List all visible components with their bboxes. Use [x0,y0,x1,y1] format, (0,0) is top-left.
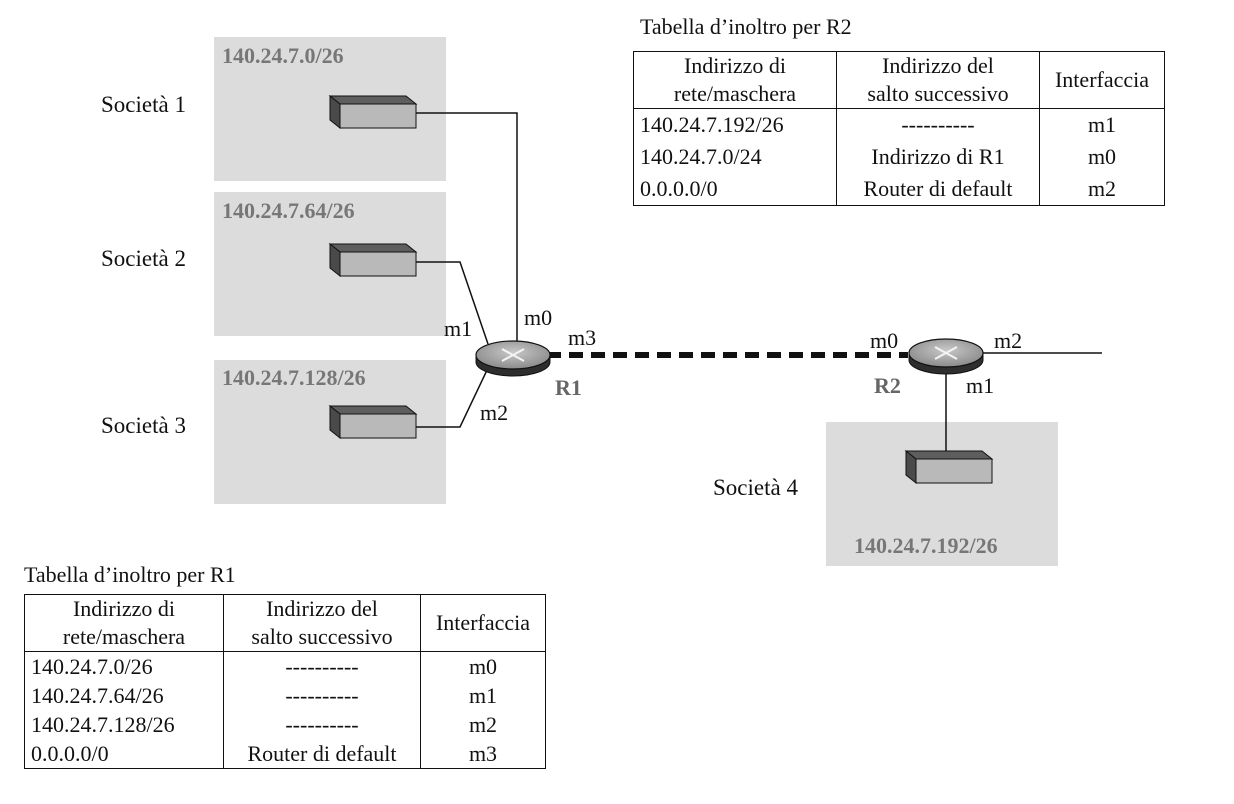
table-row: 140.24.7.192/26 ---------- m1 [633,108,1165,141]
table-r1: Indirizzo di rete/maschera Indirizzo del s… [24,594,546,769]
table-r1-cell-network: 140.24.7.128/26 [24,710,224,739]
table-r2-cell-nexthop: Router di default [836,173,1040,206]
table-r2-title: Tabella d’inoltro per R2 [640,14,852,39]
r1-interface-m3: m3 [568,325,596,350]
r1-interface-m0: m0 [524,305,552,330]
router-r2-label: R2 [874,373,901,398]
table-r2-cell-network: 140.24.7.0/24 [633,141,837,173]
table-r1-header-network: Indirizzo di rete/maschera [24,594,224,652]
company-name-4: Società 4 [713,475,798,500]
r2-interface-m2: m2 [994,328,1022,353]
subnet-label-2: 140.24.7.64/26 [222,198,355,223]
table-r2-cell-interface: m0 [1039,141,1165,173]
router-r2-icon [908,338,984,375]
table-r1-cell-interface: m0 [420,651,546,681]
subnet-label-3: 140.24.7.128/26 [222,365,366,390]
table-r2-cell-nexthop: Indirizzo di R1 [836,141,1040,173]
table-r2-cell-nexthop: ---------- [836,108,1040,141]
table-r1-cell-network: 0.0.0.0/0 [24,739,224,769]
r2-interface-m0: m0 [870,328,898,353]
table-r1-title: Tabella d’inoltro per R1 [24,562,236,587]
company-name-2: Società 2 [101,246,186,271]
link-company3-r1 [416,367,489,428]
table-row: 140.24.7.0/26 ---------- m0 [24,651,546,681]
table-r1-cell-interface: m2 [420,710,546,739]
host-icon-company3 [328,404,418,440]
table-row: 140.24.7.0/24 Indirizzo di R1 m0 [633,141,1165,173]
table-r2-header-row: Indirizzo di rete/maschera Indirizzo del s… [633,51,1165,109]
table-r2-header-interface: Interfaccia [1039,51,1165,109]
link-company2-r1 [416,261,489,345]
table-r1-header-nexthop: Indirizzo del salto successivo [223,594,421,652]
table-row: 0.0.0.0/0 Router di default m2 [633,173,1165,206]
table-r2-header-nexthop: Indirizzo del salto successivo [836,51,1040,109]
table-r1-cell-nexthop: Router di default [223,739,421,769]
table-r1-cell-nexthop: ---------- [223,651,421,681]
table-r2: Indirizzo di rete/maschera Indirizzo del s… [633,51,1165,206]
company-name-3: Società 3 [101,413,186,438]
r1-interface-m2: m2 [480,400,508,425]
subnet-area-4 [826,422,1058,566]
table-row: 0.0.0.0/0 Router di default m3 [24,739,546,769]
r1-interface-m1: m1 [444,316,472,341]
table-row: 140.24.7.128/26 ---------- m2 [24,710,546,739]
subnet-label-1: 140.24.7.0/26 [222,43,344,68]
table-r1-header-interface: Interfaccia [420,594,546,652]
host-icon-company4 [904,449,994,485]
table-r1-cell-network: 140.24.7.0/26 [24,651,224,681]
table-r2-cell-interface: m1 [1039,108,1165,141]
link-company1-r1 [416,112,518,344]
table-r1-cell-interface: m1 [420,681,546,710]
table-row: 140.24.7.64/26 ---------- m1 [24,681,546,710]
table-r1-cell-nexthop: ---------- [223,710,421,739]
table-r2-cell-interface: m2 [1039,173,1165,206]
r2-interface-m1: m1 [966,373,994,398]
host-icon-company2 [328,242,418,278]
router-r1-icon [475,340,551,377]
table-r1-cell-interface: m3 [420,739,546,769]
table-r2-header-network: Indirizzo di rete/maschera [633,51,837,109]
router-r1-label: R1 [555,375,582,400]
table-r1-header-row: Indirizzo di rete/maschera Indirizzo del s… [24,594,546,652]
table-r1-cell-network: 140.24.7.64/26 [24,681,224,710]
table-r1-cell-nexthop: ---------- [223,681,421,710]
table-r2-cell-network: 140.24.7.192/26 [633,108,837,141]
host-icon-company1 [328,94,418,130]
company-name-1: Società 1 [101,92,186,117]
table-r2-cell-network: 0.0.0.0/0 [633,173,837,206]
subnet-label-4: 140.24.7.192/26 [854,533,998,558]
